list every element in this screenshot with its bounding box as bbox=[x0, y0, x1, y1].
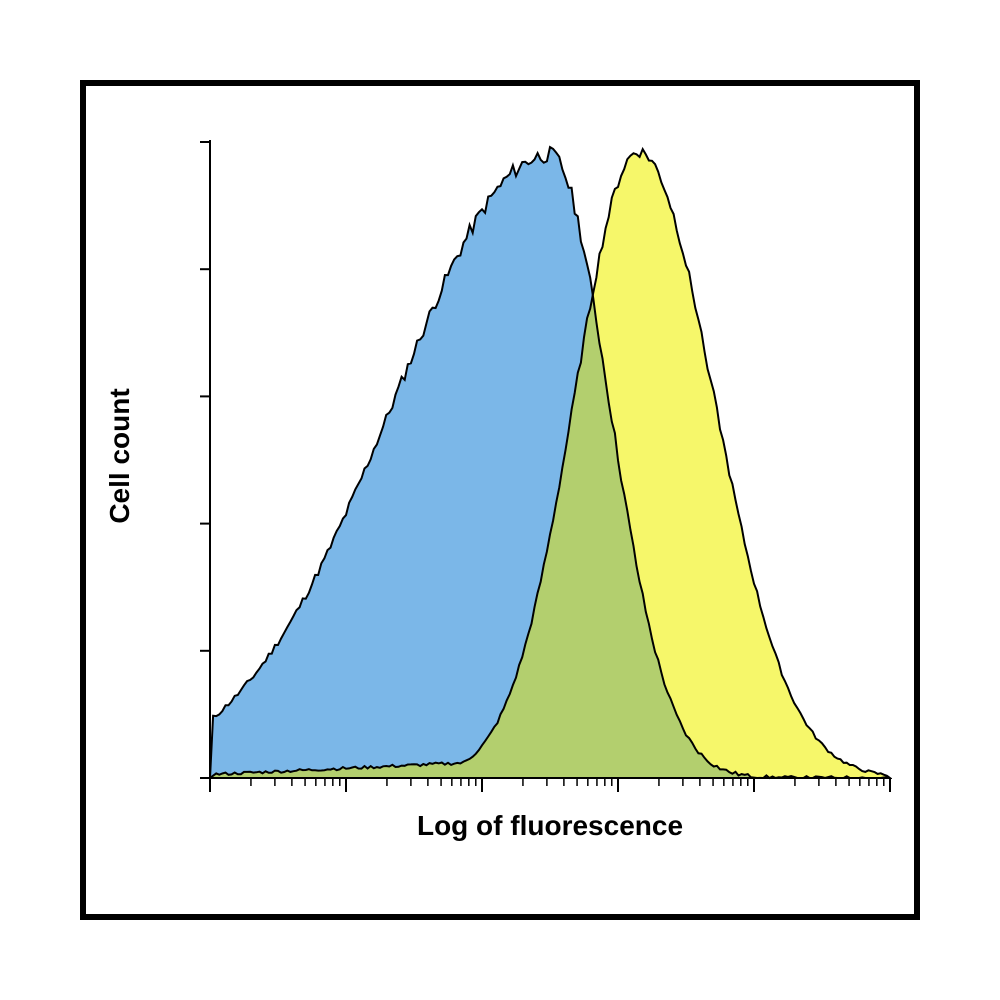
x-axis-label: Log of fluorescence bbox=[210, 810, 890, 842]
y-axis-label: Cell count bbox=[104, 376, 136, 536]
plot-area bbox=[210, 140, 890, 780]
histogram-svg bbox=[198, 140, 892, 798]
